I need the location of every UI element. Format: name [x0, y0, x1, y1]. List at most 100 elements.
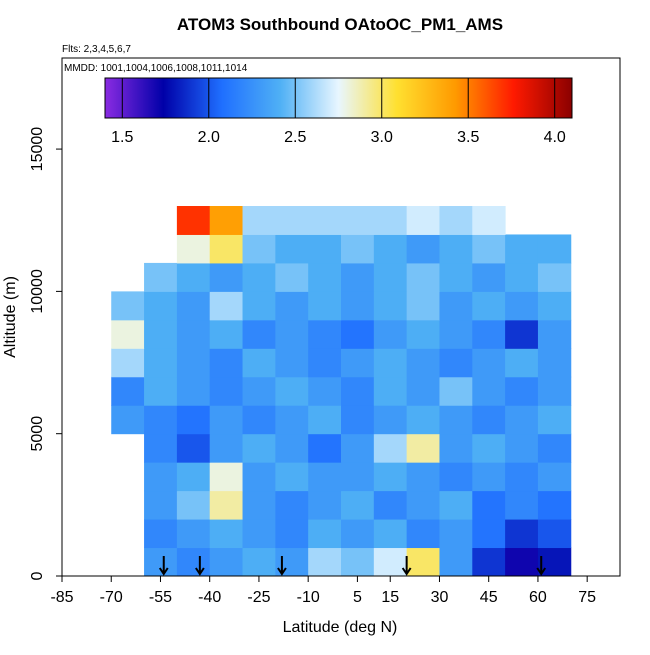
heat-cell [406, 376, 440, 406]
heat-cell [242, 462, 276, 492]
x-tick-label: -55 [149, 589, 172, 606]
heat-cell [275, 206, 309, 235]
heat-cell [373, 319, 408, 349]
heat-cell [242, 291, 276, 321]
heat-cell [505, 291, 539, 321]
x-tick-label: -40 [198, 589, 221, 606]
heat-cell [537, 433, 572, 463]
heat-cell [176, 405, 211, 435]
heat-cell [209, 547, 244, 577]
heat-cell [275, 319, 309, 349]
heat-cell [472, 348, 506, 378]
x-tick-label: -10 [297, 589, 320, 606]
heat-cell [209, 348, 244, 378]
heat-cell [439, 206, 473, 235]
heat-cell [406, 462, 440, 492]
heat-cell [439, 547, 473, 577]
heat-cell [373, 405, 408, 435]
heat-cell [275, 490, 309, 520]
heat-cell [439, 462, 473, 492]
heat-cell [176, 348, 211, 378]
heat-cell [406, 206, 440, 235]
x-tick-label: 60 [529, 589, 547, 606]
heat-cell [308, 462, 342, 492]
heat-cell [275, 262, 309, 292]
heat-cell [537, 319, 572, 349]
heat-cell [373, 519, 408, 549]
plot-frame [61, 57, 621, 577]
heat-cell [537, 462, 572, 492]
heat-cell [537, 348, 572, 378]
heat-cell [275, 291, 309, 321]
arrow-marker [158, 556, 169, 576]
heat-cell [176, 376, 211, 406]
colorbar-tick-label: 3.0 [371, 129, 393, 146]
heat-cell [144, 405, 178, 435]
heat-cell [341, 519, 375, 549]
colorbar-tick-label: 4.0 [544, 129, 566, 146]
heat-cell [209, 376, 244, 406]
heat-cell [341, 206, 375, 235]
x-tick-label: 15 [381, 589, 399, 606]
heat-cell [472, 319, 506, 349]
heat-cell [111, 376, 145, 406]
heat-cell [439, 376, 473, 406]
heat-cell [209, 319, 244, 349]
x-tick-label: -85 [50, 589, 73, 606]
heat-cell [144, 319, 178, 349]
heat-cell [242, 547, 276, 577]
heat-cell [406, 291, 440, 321]
heat-cell [472, 462, 506, 492]
y-axis-label: Altitude (m) [2, 276, 19, 358]
heat-cell [505, 519, 539, 549]
heat-cell [505, 376, 539, 406]
heat-cell [144, 433, 178, 463]
heat-cell [472, 234, 506, 264]
heat-cell [373, 462, 408, 492]
heat-cell [242, 262, 276, 292]
arrow-marker [195, 556, 205, 576]
heat-cell [308, 376, 342, 406]
heat-cell [275, 405, 309, 435]
chart-title: ATOM3 Southbound OAtoOC_PM1_AMS [177, 15, 503, 34]
y-tick-label: 10000 [29, 269, 46, 314]
heat-cell [209, 433, 244, 463]
heat-cell [341, 319, 375, 349]
heat-cell [341, 547, 375, 577]
heat-cell [111, 348, 145, 378]
heat-cell [308, 519, 342, 549]
heat-cell [275, 234, 309, 264]
heat-cell [406, 319, 440, 349]
heat-cell [275, 519, 309, 549]
heat-cell [176, 462, 211, 492]
heat-cell [176, 547, 211, 577]
heat-cell [406, 547, 440, 577]
heat-cell [505, 490, 539, 520]
heat-cell [537, 405, 572, 435]
heat-cell [111, 291, 145, 321]
y-tick-label: 0 [29, 571, 46, 580]
heat-cell [341, 376, 375, 406]
heat-cell [406, 405, 440, 435]
colorbar-tick-label: 2.5 [284, 129, 306, 146]
heat-cell [537, 490, 572, 520]
heat-cell [439, 405, 473, 435]
heat-cell [505, 319, 539, 349]
heat-cell [242, 433, 276, 463]
heat-cell [209, 291, 244, 321]
y-tick-label: 15000 [29, 127, 46, 172]
heat-cell [308, 490, 342, 520]
heat-cell [537, 291, 572, 321]
x-tick-label: -70 [100, 589, 123, 606]
heat-cell [472, 262, 506, 292]
x-tick-label: 45 [480, 589, 498, 606]
heat-cell [472, 433, 506, 463]
heat-cell [176, 262, 211, 292]
colorbar [104, 77, 573, 119]
heat-cell [341, 433, 375, 463]
heat-cell [275, 462, 309, 492]
heat-cell [209, 405, 244, 435]
heat-cell [439, 262, 473, 292]
heat-cell [308, 291, 342, 321]
heat-cell [341, 405, 375, 435]
